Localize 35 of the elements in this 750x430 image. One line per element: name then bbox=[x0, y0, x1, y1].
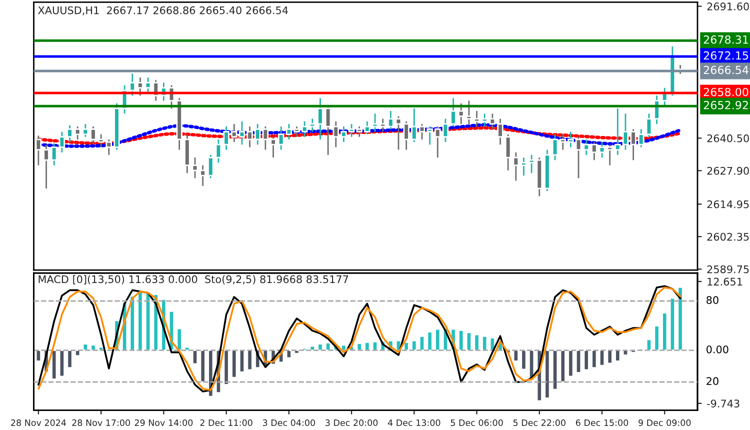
x-tick-label: 6 Dec 15:00 bbox=[576, 419, 628, 426]
y-tick-label: 2627.90 bbox=[707, 166, 749, 175]
bar bbox=[598, 350, 606, 366]
y-tick-label: -9.743 bbox=[707, 400, 740, 408]
x-tick-label: 28 Nov 17:00 bbox=[72, 419, 130, 426]
ref-line-label: 2652.92 bbox=[704, 100, 748, 110]
ref-line-label: 0.00 bbox=[706, 345, 728, 354]
x-tick-label: 5 Dec 22:00 bbox=[513, 419, 566, 426]
x-tick-label: 9 Dec 09:00 bbox=[638, 419, 691, 426]
x-tick-label: 3 Dec 04:00 bbox=[262, 419, 315, 426]
x-tick-label: 5 Dec 06:00 bbox=[450, 419, 503, 426]
bar bbox=[144, 290, 152, 352]
y-tick-label: 2602.35 bbox=[707, 232, 749, 241]
chart-title: XAUUSD,H1 2667.17 2668.86 2665.40 2666.54 bbox=[38, 6, 288, 16]
ref-line-label: 2666.54 bbox=[704, 66, 748, 74]
x-tick-label: 29 Nov 14:00 bbox=[134, 419, 193, 426]
y-tick-label: 12.651 bbox=[708, 278, 742, 286]
y-tick-label: 2640.50 bbox=[707, 134, 749, 142]
ref-line-label: 2672.15 bbox=[704, 51, 748, 60]
ref-line-label: 2658.00 bbox=[704, 88, 748, 96]
y-tick-label: 2589.75 bbox=[707, 265, 749, 274]
x-tick-label: 3 Dec 20:00 bbox=[326, 419, 378, 426]
bar bbox=[646, 338, 652, 352]
x-tick-label: 28 Nov 2024 bbox=[11, 419, 66, 426]
ref-line-label: 20 bbox=[706, 377, 718, 386]
x-tick-label: 2 Dec 11:00 bbox=[200, 419, 252, 426]
ref-line-label: 2678.31 bbox=[704, 35, 748, 44]
ref-line-label: 80 bbox=[706, 296, 718, 304]
y-tick-label: 2614.95 bbox=[707, 200, 749, 208]
bar bbox=[192, 350, 198, 365]
y-tick-label: 2691.60 bbox=[707, 2, 749, 10]
bar bbox=[418, 335, 426, 352]
x-tick-label: 4 Dec 13:00 bbox=[388, 419, 440, 426]
bar bbox=[575, 350, 582, 374]
chart-title: MACD [0](13,50) 11.633 0.000 Sto(9,2,5) 81.9668 83.5177 bbox=[38, 275, 348, 284]
